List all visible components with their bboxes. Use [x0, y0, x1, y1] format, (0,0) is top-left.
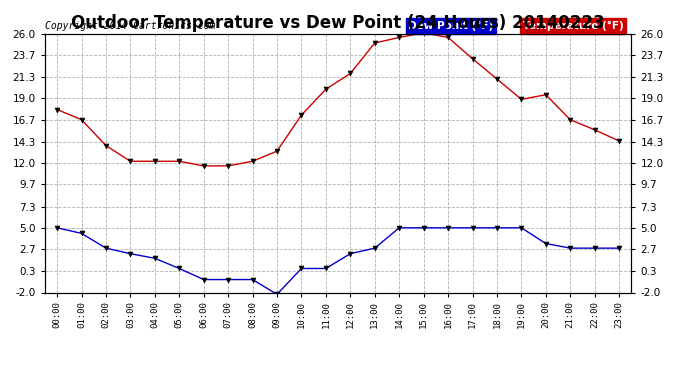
- Title: Outdoor Temperature vs Dew Point (24 Hours) 20140223: Outdoor Temperature vs Dew Point (24 Hou…: [71, 14, 605, 32]
- Text: Temperature (°F): Temperature (°F): [523, 21, 624, 31]
- Text: Dew Point (°F): Dew Point (°F): [408, 21, 494, 31]
- Text: Copyright 2014 Cartronics.com: Copyright 2014 Cartronics.com: [45, 21, 215, 31]
